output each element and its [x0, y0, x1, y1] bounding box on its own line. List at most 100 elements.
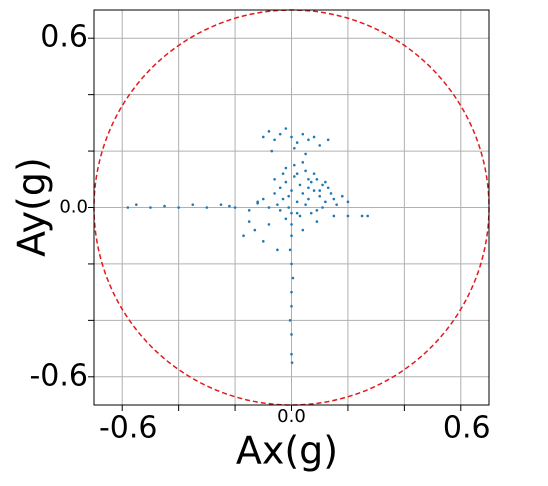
scatter-point	[309, 180, 313, 184]
scatter-point	[366, 214, 369, 218]
y-tick-label: -0.6	[29, 358, 88, 393]
scatter-point	[293, 175, 296, 178]
scatter-point	[304, 152, 307, 156]
scatter-point	[284, 166, 288, 170]
scatter-point	[360, 214, 364, 218]
scatter-point	[326, 138, 330, 142]
scatter-point	[219, 203, 223, 206]
scatter-point	[261, 135, 265, 139]
scatter-point	[290, 361, 294, 364]
scatter-point	[332, 197, 336, 201]
scatter-point	[293, 146, 296, 150]
scatter-point	[273, 177, 276, 181]
scatter-point	[301, 161, 305, 164]
y-tick-label: 0.6	[40, 20, 88, 55]
scatter-point	[149, 206, 152, 209]
scatter-point	[301, 228, 305, 232]
scatter-point	[270, 149, 274, 153]
scatter-point	[278, 132, 282, 136]
scatter-point	[340, 194, 344, 198]
scatter-point	[304, 203, 307, 206]
scatter-point	[324, 180, 327, 184]
y-tick-label: 0.0	[59, 197, 88, 218]
scatter-point	[247, 209, 251, 212]
scatter-point	[312, 172, 316, 175]
plot-frame	[93, 9, 490, 406]
scatter-point	[312, 189, 316, 192]
scatter-point	[290, 189, 293, 192]
scatter-point	[273, 138, 276, 142]
scatter-point	[205, 206, 209, 209]
scatter-point	[288, 319, 292, 322]
scatter-point	[267, 223, 271, 226]
x-axis-label: Ax(g)	[236, 429, 338, 473]
scatter-point	[290, 234, 293, 238]
scatter-point	[233, 206, 237, 209]
scatter-point	[284, 127, 288, 130]
scatter-point	[278, 209, 282, 212]
scatter-point	[291, 276, 295, 280]
scatter-point	[290, 262, 293, 266]
scatter-point	[247, 220, 251, 223]
scatter-point	[346, 200, 350, 204]
scatter-point	[307, 177, 310, 181]
scatter-point	[267, 206, 271, 209]
scatter-point	[163, 204, 166, 208]
scatter-point	[276, 248, 279, 252]
scatter-point	[295, 211, 299, 215]
scatter-point	[177, 206, 180, 209]
scatter-point	[312, 135, 316, 139]
scatter-point	[290, 352, 293, 356]
scatter-point	[307, 186, 310, 190]
scatter-point	[290, 135, 293, 139]
scatter-point	[332, 214, 336, 218]
scatter-point	[304, 169, 307, 173]
scatter-point	[315, 209, 319, 212]
scatter-point	[278, 186, 282, 190]
scatter-point	[126, 206, 130, 209]
scatter-point	[295, 141, 299, 144]
scatter-point	[284, 180, 288, 184]
scatter-point	[273, 192, 276, 195]
scatter-point	[298, 214, 302, 218]
scatter-point	[287, 194, 290, 198]
scatter-point	[281, 197, 285, 201]
scatter-point	[315, 177, 319, 181]
scatter-point	[301, 132, 305, 136]
scatter-point	[256, 200, 259, 204]
y-axis-label: Ay(g)	[10, 157, 54, 257]
scatter-point	[290, 333, 293, 336]
scatter-point	[191, 203, 195, 206]
scatter-point	[135, 203, 138, 206]
scatter-point	[242, 234, 245, 238]
scatter-point	[298, 183, 302, 187]
scatter-point	[321, 206, 324, 209]
scatter-point	[290, 223, 293, 226]
scatter-point	[295, 200, 299, 204]
x-tick-label: 0.6	[443, 411, 491, 446]
scatter-point	[318, 189, 322, 192]
scatter-point	[287, 206, 290, 209]
scatter-point	[290, 211, 293, 215]
scatter-point	[288, 248, 292, 252]
scatter-point	[326, 186, 330, 190]
scatter-point	[346, 214, 350, 218]
scatter-point	[284, 217, 288, 221]
scatter-point	[307, 138, 310, 142]
scatter-point	[324, 200, 327, 204]
scatter-point	[253, 228, 257, 232]
scatter-point	[301, 192, 305, 195]
scatter-point	[318, 144, 322, 147]
scatter-point	[261, 197, 265, 201]
scatter-point	[276, 203, 279, 206]
scatter-point	[290, 290, 293, 294]
scatter-point	[267, 130, 271, 133]
scatter-point	[335, 203, 338, 206]
x-tick-label: 0.0	[277, 406, 306, 427]
scatter-point	[281, 172, 285, 175]
scatter-point	[290, 304, 293, 308]
scatter-point	[318, 194, 322, 198]
scatter-point	[261, 240, 265, 243]
scatter-point	[321, 183, 324, 187]
scatter-point	[295, 172, 299, 175]
